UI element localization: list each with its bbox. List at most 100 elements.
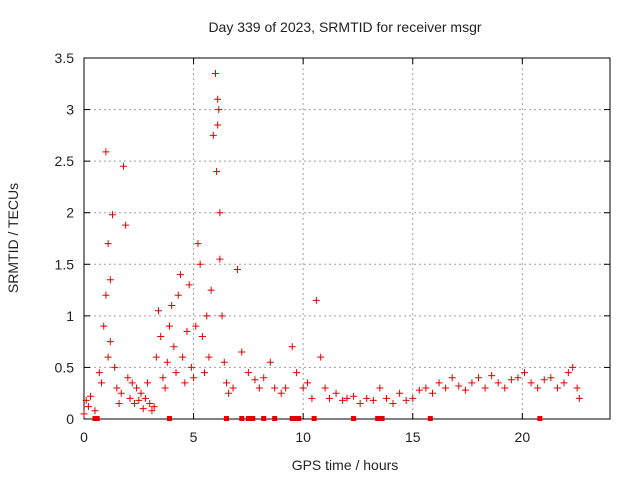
data-point [238, 348, 246, 356]
data-point [183, 327, 191, 335]
gap-marker [375, 416, 381, 421]
data-point [409, 394, 417, 402]
data-point [135, 396, 143, 404]
data-point [308, 394, 316, 402]
data-point [266, 358, 274, 366]
data-point [350, 392, 358, 400]
gap-marker [427, 416, 433, 421]
data-point [222, 379, 230, 387]
data-point [442, 384, 450, 392]
data-point [271, 384, 279, 392]
y-axis-label: SRMTID / TECUs [5, 183, 21, 293]
gap-marker [261, 416, 267, 421]
data-point [144, 379, 152, 387]
data-point [461, 386, 469, 394]
data-point [201, 369, 209, 377]
data-point [343, 394, 351, 402]
y-tick-label: 2.5 [55, 153, 75, 169]
y-tick-label: 1.5 [55, 256, 75, 272]
data-point [527, 379, 535, 387]
data-point [157, 332, 165, 340]
data-point [501, 384, 509, 392]
data-point [102, 148, 110, 156]
data-point [133, 384, 141, 392]
x-tick-label: 20 [515, 429, 531, 445]
data-point [148, 407, 156, 415]
data-point [113, 384, 121, 392]
data-point [161, 384, 169, 392]
gap-marker [537, 416, 543, 421]
data-point [244, 369, 252, 377]
data-point [560, 379, 568, 387]
data-point [396, 389, 404, 397]
data-point [540, 376, 548, 384]
data-point [481, 384, 489, 392]
x-tick-label: 10 [295, 429, 311, 445]
data-point [174, 291, 182, 299]
data-point [91, 407, 99, 415]
gap-markers [92, 416, 543, 421]
data-point [137, 389, 145, 397]
data-point [277, 389, 285, 397]
data-point [170, 343, 178, 351]
data-point [325, 394, 333, 402]
gap-marker [351, 416, 357, 421]
data-point [128, 379, 136, 387]
data-point [251, 376, 259, 384]
gap-marker [296, 416, 302, 421]
data-point [564, 369, 572, 377]
data-point [165, 322, 173, 330]
data-point [205, 353, 213, 361]
data-point [389, 400, 397, 408]
data-point [422, 384, 430, 392]
data-point [369, 396, 377, 404]
data-point [312, 296, 320, 304]
data-point [507, 376, 515, 384]
data-point [130, 400, 138, 408]
data-point [87, 392, 95, 400]
y-ticks: 0 0.5 1 1.5 2 2.5 3 3.5 [55, 50, 610, 427]
data-point [569, 363, 577, 371]
data-point [198, 332, 206, 340]
data-point [190, 374, 198, 382]
data-point [448, 374, 456, 382]
data-point [119, 162, 127, 170]
data-point [106, 276, 114, 284]
grid [84, 58, 610, 419]
gap-marker [250, 416, 256, 421]
data-point [159, 374, 167, 382]
data-point [428, 389, 436, 397]
data-point [534, 384, 542, 392]
data-point [108, 211, 116, 219]
data-point [573, 384, 581, 392]
gap-marker [223, 416, 229, 421]
data-point [203, 312, 211, 320]
data-point [102, 291, 110, 299]
data-point [82, 396, 90, 404]
data-point [382, 394, 390, 402]
gap-marker [245, 416, 251, 421]
data-point [514, 374, 522, 382]
x-tick-label: 5 [190, 429, 198, 445]
data-point [218, 312, 226, 320]
data-point [363, 394, 371, 402]
data-point [181, 379, 189, 387]
gap-marker [311, 416, 317, 421]
x-ticks: 0 5 10 15 20 [80, 58, 530, 445]
data-point [282, 384, 290, 392]
data-point [207, 286, 215, 294]
data-point [376, 384, 384, 392]
data-point [216, 209, 224, 217]
data-point [111, 363, 119, 371]
data-point [179, 353, 187, 361]
data-point [187, 363, 195, 371]
data-point [435, 379, 443, 387]
data-point [215, 106, 223, 114]
data-point [260, 374, 268, 382]
data-point [214, 121, 222, 129]
gap-marker [166, 416, 172, 421]
data-point [141, 394, 149, 402]
data-point [122, 221, 130, 229]
data-point [124, 374, 132, 382]
